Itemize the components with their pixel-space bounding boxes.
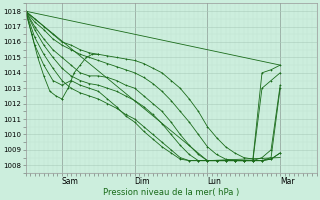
X-axis label: Pression niveau de la mer( hPa ): Pression niveau de la mer( hPa ) (103, 188, 239, 197)
